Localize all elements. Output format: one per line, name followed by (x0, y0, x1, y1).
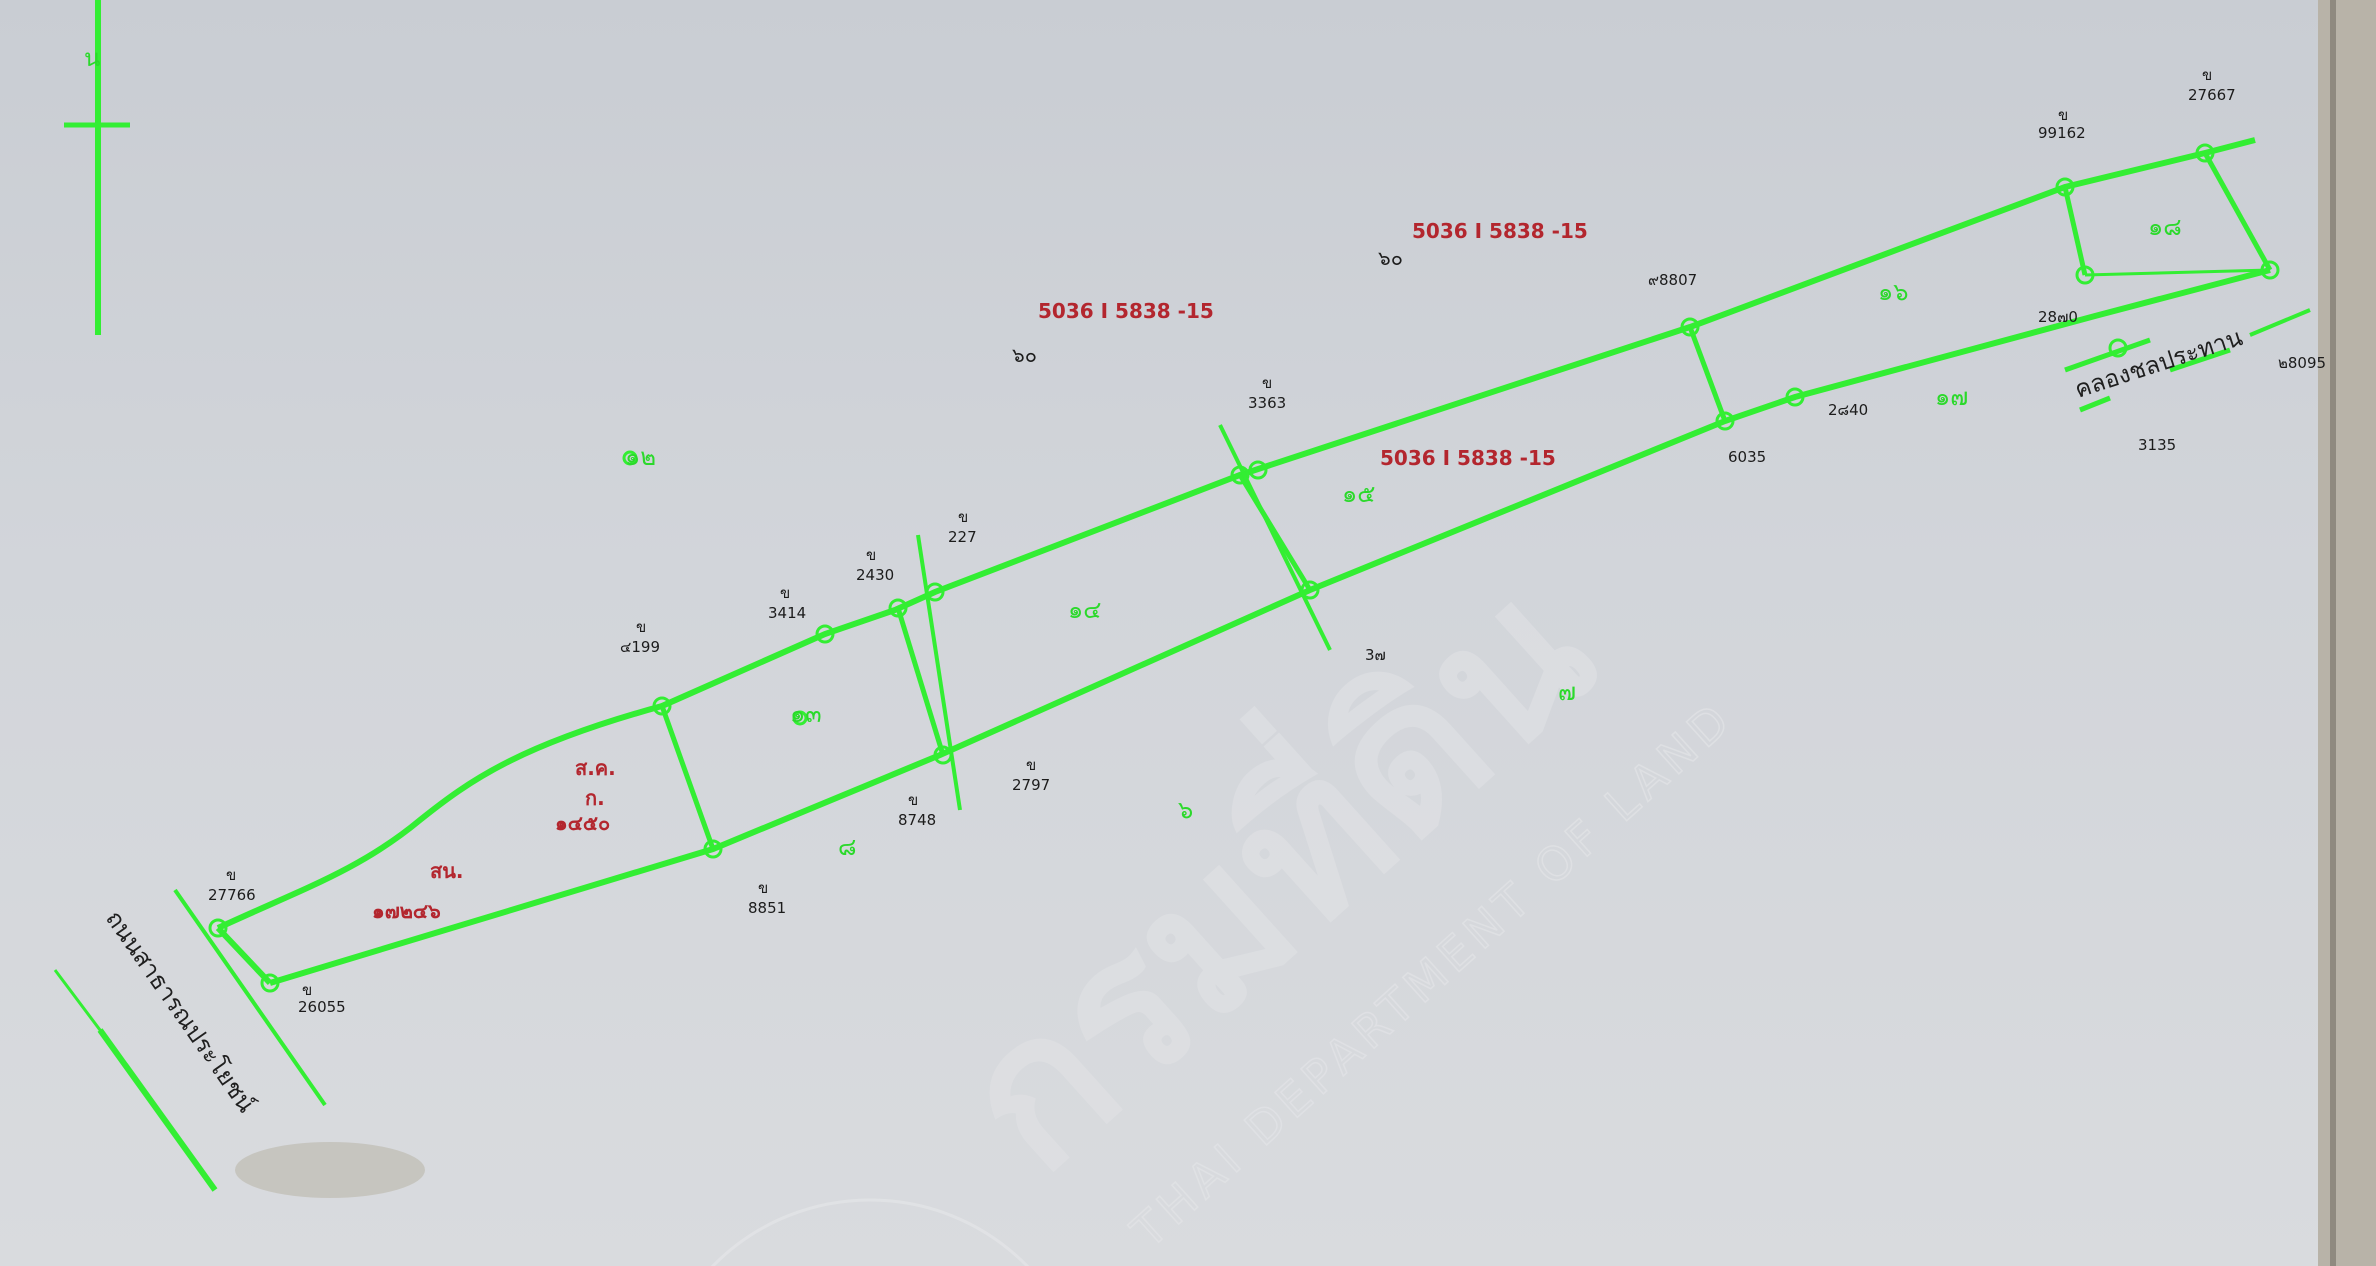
parcel-letter-2: ข (302, 981, 312, 999)
road-label-left-group: ถนนสาธารณประโยชน์ (100, 905, 260, 1117)
sheet-ref-2: 5036 I 5838 -15 (1412, 219, 1588, 243)
parcel-letter-12: ข (2202, 66, 2212, 84)
parcel-3: 3๗ (1365, 646, 1386, 664)
road-label-left: ถนนสาธารณประโยชน์ (100, 905, 260, 1117)
parcel-id-6: ๑๕ (1342, 480, 1375, 508)
parcel-letter-1: ข (226, 866, 236, 884)
parcel-28095: ๒8095 (2278, 354, 2326, 372)
watermark-seal (710, 1198, 1030, 1266)
north-label: น (84, 44, 100, 72)
red-annotation-mid: ก. (585, 786, 605, 810)
sheet-ref-1: 5036 I 5838 -15 (1038, 299, 1214, 323)
red-annotation-num: ๑๗๒๔๖ (372, 899, 441, 923)
parcel-27667: 27667 (2188, 86, 2236, 104)
parcel-letter-4: ข (908, 791, 918, 809)
parcel-227: 227 (948, 528, 977, 546)
parcel-3363: 3363 (1248, 394, 1286, 412)
parcel-6035: 6035 (1728, 448, 1766, 466)
parcel-26055: 26055 (298, 998, 346, 1016)
parcel-boundaries (53, 137, 2311, 1192)
parcel-4199: ๔199 (620, 638, 660, 656)
parcel-letter-5: ข (1026, 756, 1036, 774)
north-arrow: น (64, 0, 130, 335)
parcel-2840: 2๘40 (1828, 401, 1868, 419)
parcel-id-4: ๑๓ (790, 700, 822, 728)
parcel-3135: 3135 (2138, 436, 2176, 454)
parcel-id-9: ๑๘ (2148, 213, 2182, 241)
paper-binding-strip (2330, 0, 2336, 1266)
parcel-8851: 8851 (748, 899, 786, 917)
parcel-letter-8: ข (866, 546, 876, 564)
parcel-8748: 8748 (898, 811, 936, 829)
parcel-27766: 27766 (208, 886, 256, 904)
parcel-2430: 2430 (856, 566, 894, 584)
parcel-letter-6: ข (636, 618, 646, 636)
parcel-3414: 3414 (768, 604, 806, 622)
parcel-letter-3: ข (758, 879, 768, 897)
parcel-id-8: ๑๗ (1935, 383, 1968, 411)
boundary-markers (208, 143, 2280, 993)
parcel-28770: 28๗0 (2038, 308, 2078, 326)
parcel-99162: 99162 (2038, 124, 2086, 142)
parcel-letter-9: ข (958, 508, 968, 526)
parcel-id-2: ๖ (1178, 796, 1193, 824)
red-annotation-num2: ๑๔๕๐ (555, 811, 610, 835)
paper-binding-edge (2318, 0, 2376, 1266)
parcel-letter-10: ข (1262, 374, 1272, 392)
parcel-2797: 2797 (1012, 776, 1050, 794)
parcel-letter-11: ข (2058, 106, 2068, 124)
parcel-id-10: ๑๒ (625, 443, 656, 471)
red-annotation-top: ส.ค. (575, 756, 616, 780)
parcel-id-3: ๗ (1558, 678, 1576, 706)
parcel-id-1: ๘ (838, 833, 857, 861)
red-annotation-bottom: สน. (430, 859, 463, 883)
road-label-right-group: คลองชลประทาน (2071, 323, 2246, 404)
parcel-id-5: ๑๔ (1068, 596, 1101, 624)
sheet-number-1: ๖๐ (1012, 343, 1037, 367)
sheet-number-2: ๖๐ (1378, 246, 1403, 270)
sheet-ref-3: 5036 I 5838 -15 (1380, 446, 1556, 470)
road-label-right: คลองชลประทาน (2071, 323, 2246, 404)
paper-stain (235, 1142, 425, 1198)
parcel-id-7: ๑๖ (1878, 278, 1908, 306)
parcel-98807: ๙8807 (1648, 271, 1697, 289)
parcel-letter-7: ข (780, 584, 790, 602)
